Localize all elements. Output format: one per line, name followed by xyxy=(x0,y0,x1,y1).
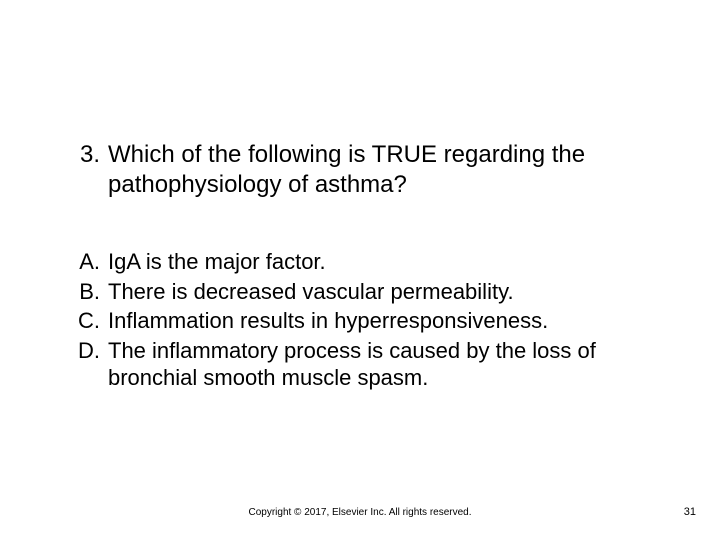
page-number: 31 xyxy=(684,506,696,518)
option-d: D. The inflammatory process is caused by… xyxy=(60,337,660,392)
option-text: IgA is the major factor. xyxy=(108,248,660,276)
option-label: B. xyxy=(60,278,108,306)
option-a: A. IgA is the major factor. xyxy=(60,248,660,276)
option-label: D. xyxy=(60,337,108,365)
option-b: B. There is decreased vascular permeabil… xyxy=(60,278,660,306)
option-label: A. xyxy=(60,248,108,276)
option-text: There is decreased vascular permeability… xyxy=(108,278,660,306)
copyright-text: Copyright © 2017, Elsevier Inc. All righ… xyxy=(0,507,720,518)
question-row: 3. Which of the following is TRUE regard… xyxy=(60,140,660,200)
slide: 3. Which of the following is TRUE regard… xyxy=(0,0,720,540)
question-number: 3. xyxy=(60,140,108,170)
question-block: 3. Which of the following is TRUE regard… xyxy=(60,140,660,200)
question-text: Which of the following is TRUE regarding… xyxy=(108,140,660,200)
option-label: C. xyxy=(60,307,108,335)
option-c: C. Inflammation results in hyperresponsi… xyxy=(60,307,660,335)
option-text: The inflammatory process is caused by th… xyxy=(108,337,660,392)
option-text: Inflammation results in hyperresponsiven… xyxy=(108,307,660,335)
options-block: A. IgA is the major factor. B. There is … xyxy=(60,248,660,394)
